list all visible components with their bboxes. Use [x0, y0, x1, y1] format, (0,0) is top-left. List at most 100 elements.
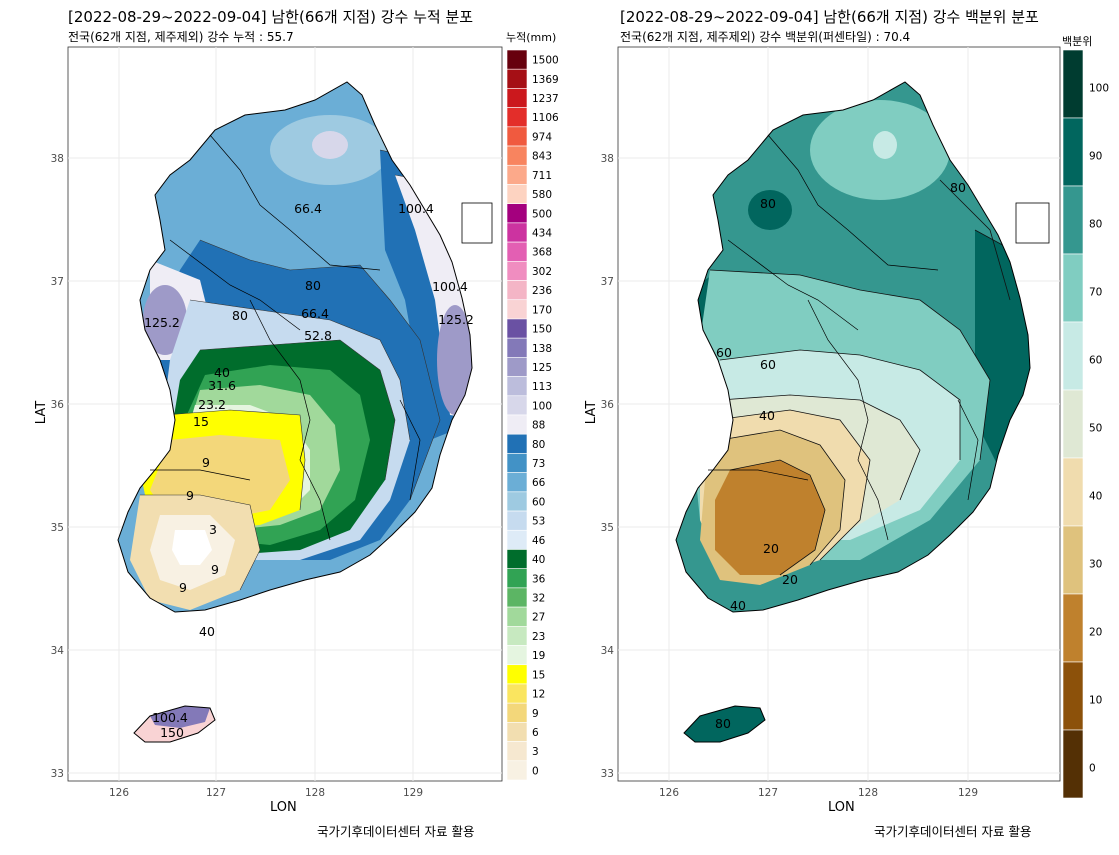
left-y-tick: 36 [51, 399, 65, 411]
legend-label: 46 [532, 535, 546, 547]
left-contour-label: 66.4 [294, 201, 322, 216]
legend-swatch [506, 68, 528, 89]
legend-label: 80 [532, 439, 545, 451]
right-legend-title: 백분위 [1062, 35, 1092, 48]
legend-swatch [1062, 389, 1084, 459]
left-contour-label: 80 [232, 308, 248, 323]
right-x-tick: 129 [958, 787, 978, 799]
left-contour-label: 23.2 [198, 397, 226, 412]
legend-label: 36 [532, 573, 546, 585]
left-contour-label-group: 66.4 100.4 80 100.4 125.2 80 66.4 52.8 1… [144, 201, 474, 740]
left-x-ticks: 126 127 128 129 [109, 787, 423, 799]
legend-swatch [506, 145, 528, 166]
legend-label: 15 [532, 669, 545, 681]
legend-swatch [506, 261, 528, 281]
left-contour-label: 100.4 [398, 201, 434, 216]
legend-swatch [506, 337, 528, 358]
legend-label: 0 [532, 765, 539, 777]
legend-swatch [1062, 321, 1084, 391]
legend-swatch [506, 529, 528, 550]
right-x-tick: 128 [858, 787, 878, 799]
legend-swatch [506, 702, 528, 723]
left-contour-label: 3 [209, 522, 217, 537]
legend-swatch [506, 683, 528, 704]
left-contour-label: 80 [305, 278, 321, 293]
legend-swatch [1062, 525, 1084, 595]
left-ulleung-inset [461, 202, 493, 244]
right-map-subtitle: 전국(62개 지점, 제주제외) 강수 백분위(퍼센타일) : 70.4 [620, 30, 911, 44]
legend-label: 113 [532, 381, 552, 393]
right-contour-label: 40 [759, 408, 775, 423]
left-x-tick: 128 [305, 787, 325, 799]
legend-swatch [506, 606, 528, 627]
left-y-tick: 38 [51, 153, 64, 165]
right-contour-label: 80 [760, 196, 776, 211]
right-contour-label: 40 [730, 598, 746, 613]
left-contour-label: 31.6 [208, 378, 236, 393]
legend-label: 12 [532, 689, 545, 701]
legend-label: 100 [1089, 82, 1109, 94]
legend-swatch [506, 491, 528, 512]
legend-label: 20 [1089, 626, 1102, 638]
legend-label: 19 [532, 650, 545, 662]
left-contour-label: 66.4 [301, 306, 329, 321]
legend-label: 73 [532, 458, 545, 470]
legend-swatch [506, 722, 528, 742]
legend-swatch [506, 645, 528, 666]
legend-label: 6 [532, 727, 539, 739]
legend-swatch [506, 184, 528, 204]
legend-swatch [506, 626, 528, 646]
right-contour-label: 80 [715, 716, 731, 731]
right-y-tick: 33 [601, 768, 614, 780]
legend-label: 40 [532, 554, 545, 566]
legend-swatch [506, 107, 528, 128]
legend-swatch [506, 453, 528, 473]
legend-label: 53 [532, 516, 545, 528]
left-contour-label: 9 [186, 488, 194, 503]
legend-label: 974 [532, 131, 552, 143]
legend-swatch [1062, 49, 1084, 119]
left-contour-label: 150 [160, 725, 184, 740]
legend-label: 30 [1089, 558, 1102, 570]
legend-label: 60 [1089, 354, 1102, 366]
legend-label: 170 [532, 304, 552, 316]
left-contour-label: 52.8 [304, 328, 332, 343]
legend-swatch [506, 49, 528, 70]
legend-label: 70 [1089, 286, 1102, 298]
legend-swatch [506, 376, 528, 397]
legend-swatch [506, 222, 528, 243]
legend-swatch [1062, 661, 1084, 731]
left-contour-label: 100.4 [152, 710, 188, 725]
right-x-tick: 127 [758, 787, 778, 799]
legend-swatch [1062, 185, 1084, 255]
right-contour-lines [709, 179, 1030, 576]
right-x-ticks: 126 127 128 129 [659, 787, 978, 799]
legend-label: 90 [1089, 150, 1102, 162]
left-y-tick: 37 [51, 276, 64, 288]
left-x-tick: 126 [109, 787, 129, 799]
left-contour-label: 40 [199, 624, 215, 639]
legend-swatch [506, 318, 528, 339]
legend-label: 843 [532, 151, 552, 163]
legend-label: 302 [532, 266, 552, 278]
legend-swatch [506, 299, 528, 320]
legend-label: 10 [1089, 694, 1102, 706]
left-contour-label: 9 [179, 580, 187, 595]
legend-label: 500 [532, 208, 552, 220]
legend-swatch [506, 414, 528, 435]
legend-label: 1106 [532, 112, 559, 124]
left-contour-label: 9 [202, 455, 210, 470]
left-x-tick: 129 [403, 787, 423, 799]
legend-label: 80 [1089, 218, 1102, 230]
legend-swatch [1062, 593, 1084, 663]
left-x-tick: 127 [206, 787, 226, 799]
right-y-tick: 34 [601, 645, 615, 657]
legend-swatch [506, 88, 528, 108]
right-contour-label: 20 [763, 541, 779, 556]
legend-label: 1500 [532, 55, 559, 67]
left-contour-label: 100.4 [432, 279, 468, 294]
left-x-axis-title: LON [270, 800, 297, 815]
legend-label: 32 [532, 593, 545, 605]
right-y-tick: 38 [601, 153, 614, 165]
left-y-tick: 33 [51, 768, 64, 780]
